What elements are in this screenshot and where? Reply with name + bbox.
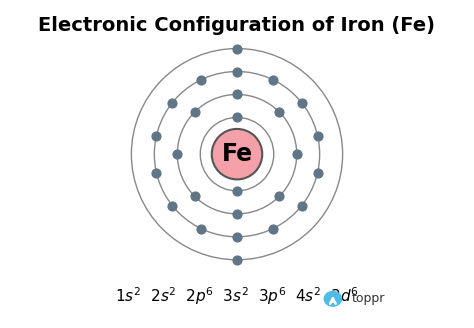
Point xyxy=(314,133,321,138)
Text: $1s^2$  $2s^2$  $2p^6$  $3s^2$  $3p^6$  $4s^2$  $3d^6$: $1s^2$ $2s^2$ $2p^6$ $3s^2$ $3p^6$ $4s^2… xyxy=(115,285,359,307)
Point xyxy=(233,234,241,239)
Circle shape xyxy=(324,291,342,307)
Point xyxy=(153,133,160,138)
Text: Electronic Configuration of Iron (Fe): Electronic Configuration of Iron (Fe) xyxy=(38,16,436,35)
Point xyxy=(269,77,277,82)
Point xyxy=(233,115,241,120)
Point xyxy=(275,194,283,199)
Point xyxy=(233,69,241,74)
Point xyxy=(233,46,241,51)
Point xyxy=(153,170,160,175)
Point xyxy=(169,100,176,105)
Circle shape xyxy=(212,129,262,179)
Point xyxy=(269,226,277,231)
Point xyxy=(173,152,181,157)
Point xyxy=(298,100,305,105)
Point xyxy=(169,203,176,208)
Point xyxy=(233,92,241,97)
Text: toppr: toppr xyxy=(352,292,385,305)
Point xyxy=(233,188,241,194)
Point xyxy=(293,152,301,157)
Text: Fe: Fe xyxy=(221,142,253,166)
Point xyxy=(197,226,205,231)
Point xyxy=(233,211,241,216)
Point xyxy=(298,203,305,208)
Point xyxy=(233,257,241,262)
Point xyxy=(191,194,199,199)
Point xyxy=(314,170,321,175)
Point xyxy=(197,77,205,82)
Point xyxy=(191,109,199,114)
Point xyxy=(275,109,283,114)
